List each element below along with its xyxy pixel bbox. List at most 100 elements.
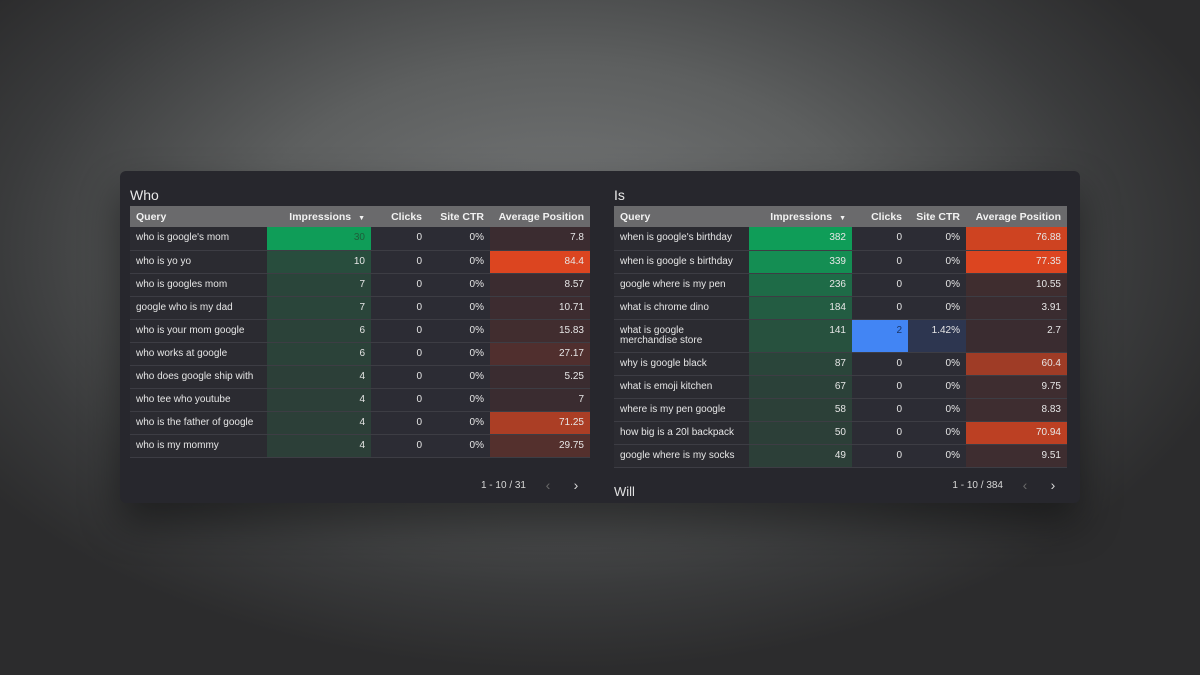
- cell-query: who is my mommy: [130, 434, 267, 458]
- table-row[interactable]: who is googles mom 7 0 0% 8.57: [130, 273, 590, 297]
- cell-query: who tee who youtube: [130, 388, 267, 412]
- table-row[interactable]: who tee who youtube 4 0 0% 7: [130, 388, 590, 412]
- column-header[interactable]: Average Position: [490, 206, 590, 227]
- table-row[interactable]: who works at google 6 0 0% 27.17: [130, 342, 590, 366]
- cell-clicks: 0: [371, 273, 428, 297]
- cell-query: why is google black: [614, 352, 749, 376]
- cell-site-ctr: 0%: [428, 388, 490, 412]
- table-row[interactable]: who is google's mom 30 0 0% 7.8: [130, 227, 590, 251]
- cell-site-ctr: 0%: [428, 365, 490, 389]
- cell-query: who is yo yo: [130, 250, 267, 274]
- cell-query: what is chrome dino: [614, 296, 749, 320]
- cell-clicks: 0: [852, 250, 908, 274]
- table-row[interactable]: google where is my socks 49 0 0% 9.51: [614, 444, 1067, 468]
- cell-average-position: 3.91: [966, 296, 1067, 320]
- table-row[interactable]: when is google's birthday 382 0 0% 76.88: [614, 227, 1067, 251]
- column-header[interactable]: Impressions ▼: [267, 206, 371, 227]
- table-row[interactable]: where is my pen google 58 0 0% 8.83: [614, 398, 1067, 422]
- cell-impressions: 58: [749, 398, 852, 422]
- cell-clicks: 0: [371, 388, 428, 412]
- cell-average-position: 29.75: [490, 434, 590, 458]
- cell-clicks: 2: [852, 319, 908, 353]
- cell-average-position: 15.83: [490, 319, 590, 343]
- cell-impressions: 7: [267, 296, 371, 320]
- column-header[interactable]: Clicks: [371, 206, 428, 227]
- cell-impressions: 6: [267, 342, 371, 366]
- table-title: Who: [130, 187, 159, 203]
- cell-clicks: 0: [852, 421, 908, 445]
- cell-impressions: 236: [749, 273, 852, 297]
- table-title: Is: [614, 187, 625, 203]
- cell-average-position: 9.51: [966, 444, 1067, 468]
- cell-average-position: 2.7: [966, 319, 1067, 353]
- table-row[interactable]: how big is a 20l backpack 50 0 0% 70.94: [614, 421, 1067, 445]
- query-table: Query Impressions ▼ Clicks Site CTR Average …: [130, 206, 590, 458]
- cell-average-position: 5.25: [490, 365, 590, 389]
- column-header[interactable]: Query: [614, 206, 749, 227]
- cell-query: when is google s birthday: [614, 250, 749, 274]
- column-header[interactable]: Impressions ▼: [749, 206, 852, 227]
- cell-site-ctr: 0%: [908, 352, 966, 376]
- table-row[interactable]: why is google black 87 0 0% 60.4: [614, 352, 1067, 376]
- chevron-right-icon[interactable]: ›: [573, 477, 579, 493]
- cell-query: how big is a 20l backpack: [614, 421, 749, 445]
- table-row[interactable]: google who is my dad 7 0 0% 10.71: [130, 296, 590, 320]
- cell-site-ctr: 0%: [908, 398, 966, 422]
- cell-impressions: 30: [267, 227, 371, 251]
- cell-clicks: 0: [371, 319, 428, 343]
- cell-query: google who is my dad: [130, 296, 267, 320]
- table-row[interactable]: what is google merchandise store 141 2 1.42…: [614, 319, 1067, 353]
- column-header[interactable]: Average Position: [966, 206, 1067, 227]
- cell-site-ctr: 0%: [908, 227, 966, 251]
- cell-query: who is your mom google: [130, 319, 267, 343]
- cell-clicks: 0: [852, 398, 908, 422]
- column-header[interactable]: Clicks: [852, 206, 908, 227]
- cell-site-ctr: 0%: [428, 319, 490, 343]
- column-header[interactable]: Site CTR: [908, 206, 966, 227]
- table-row[interactable]: who is my mommy 4 0 0% 29.75: [130, 434, 590, 458]
- who-table-section: Who Query Impressions ▼ Clicks Site CTR Avera…: [130, 171, 590, 503]
- cell-clicks: 0: [852, 352, 908, 376]
- cell-site-ctr: 1.42%: [908, 319, 966, 353]
- cell-average-position: 7: [490, 388, 590, 412]
- cell-average-position: 71.25: [490, 411, 590, 435]
- cell-clicks: 0: [371, 365, 428, 389]
- cell-clicks: 0: [371, 227, 428, 251]
- cell-clicks: 0: [852, 296, 908, 320]
- cell-site-ctr: 0%: [908, 273, 966, 297]
- chevron-left-icon[interactable]: ‹: [545, 477, 551, 493]
- cell-site-ctr: 0%: [428, 411, 490, 435]
- table-row[interactable]: who is the father of google 4 0 0% 71.25: [130, 411, 590, 435]
- table-row[interactable]: who does google ship with 4 0 0% 5.25: [130, 365, 590, 389]
- cell-clicks: 0: [852, 273, 908, 297]
- cell-query: what is google merchandise store: [614, 319, 749, 353]
- cell-average-position: 10.71: [490, 296, 590, 320]
- cell-site-ctr: 0%: [908, 375, 966, 399]
- chevron-right-icon[interactable]: ›: [1050, 477, 1056, 493]
- column-header[interactable]: Query: [130, 206, 267, 227]
- table-row[interactable]: who is yo yo 10 0 0% 84.4: [130, 250, 590, 274]
- cell-site-ctr: 0%: [428, 434, 490, 458]
- table-row[interactable]: google where is my pen 236 0 0% 10.55: [614, 273, 1067, 297]
- cell-average-position: 8.83: [966, 398, 1067, 422]
- cell-query: google where is my pen: [614, 273, 749, 297]
- cell-impressions: 4: [267, 411, 371, 435]
- table-row[interactable]: what is chrome dino 184 0 0% 3.91: [614, 296, 1067, 320]
- cell-impressions: 339: [749, 250, 852, 274]
- table-row[interactable]: when is google s birthday 339 0 0% 77.35: [614, 250, 1067, 274]
- table-row[interactable]: what is emoji kitchen 67 0 0% 9.75: [614, 375, 1067, 399]
- cell-impressions: 7: [267, 273, 371, 297]
- cell-site-ctr: 0%: [908, 421, 966, 445]
- pagination: 1 - 10 / 31 ‹ ›: [481, 477, 590, 493]
- cell-impressions: 184: [749, 296, 852, 320]
- cell-average-position: 84.4: [490, 250, 590, 274]
- report-panel: Who Query Impressions ▼ Clicks Site CTR Avera…: [120, 171, 1080, 503]
- will-section-title: Will: [614, 484, 635, 499]
- table-row[interactable]: who is your mom google 6 0 0% 15.83: [130, 319, 590, 343]
- cell-query: who works at google: [130, 342, 267, 366]
- cell-average-position: 9.75: [966, 375, 1067, 399]
- chevron-left-icon[interactable]: ‹: [1022, 477, 1028, 493]
- cell-average-position: 7.8: [490, 227, 590, 251]
- cell-impressions: 382: [749, 227, 852, 251]
- column-header[interactable]: Site CTR: [428, 206, 490, 227]
